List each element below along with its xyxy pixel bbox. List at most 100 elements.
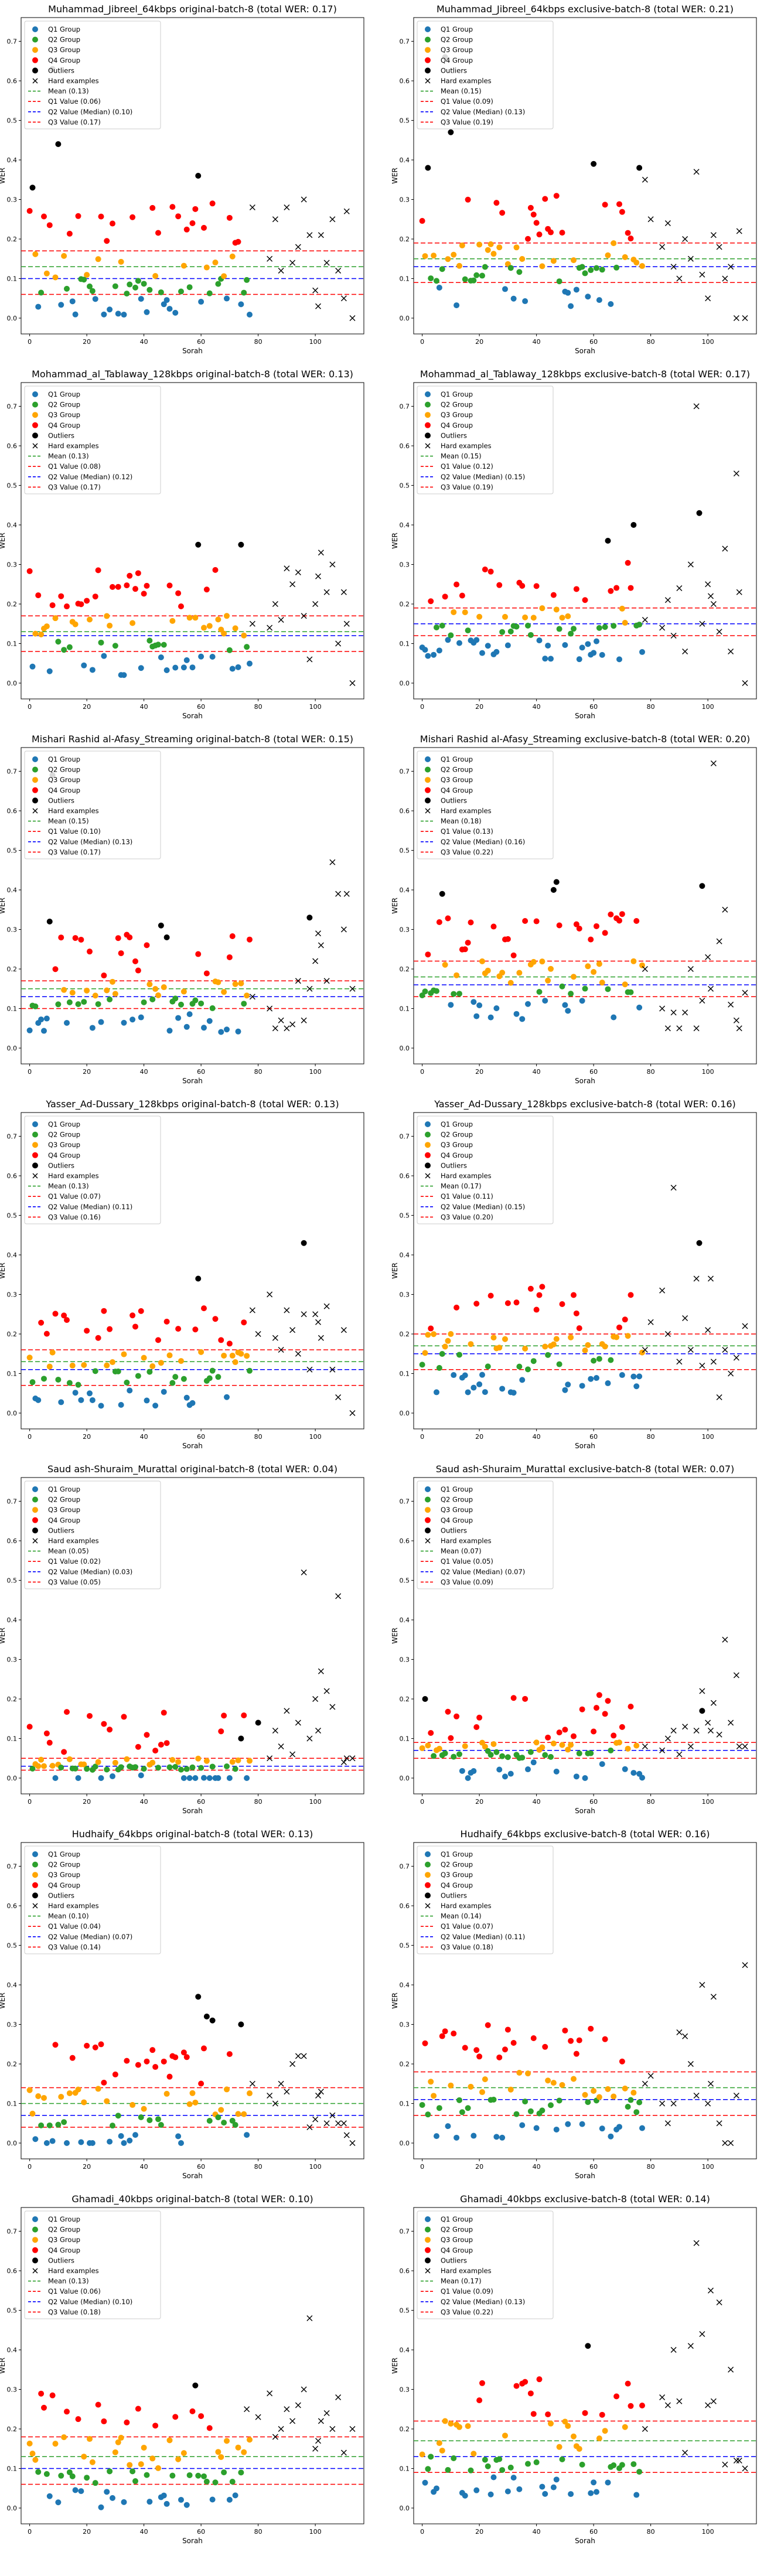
hard-example-point — [340, 1327, 347, 1333]
q2-point — [183, 1766, 190, 1772]
q2-point — [144, 2472, 150, 2478]
q2-point — [55, 2121, 62, 2128]
q4-point — [41, 2404, 47, 2411]
q1-point — [462, 1372, 468, 1379]
q2-point — [456, 1352, 462, 1358]
hard-example-stroke — [255, 2414, 261, 2420]
legend-outliers-marker — [425, 797, 431, 804]
chart-title: Yasser_Ad-Dussary_128kbps original-batch… — [45, 1098, 339, 1110]
q1-point — [496, 1766, 503, 1773]
legend-q4-label: Q4 Group — [441, 1516, 473, 1524]
q2-point — [221, 2120, 227, 2126]
q3-point — [516, 2070, 523, 2076]
y-axis-label: WER — [391, 1263, 399, 1279]
x-tick-label: 60 — [197, 703, 205, 711]
y-tick-label: 0.6 — [400, 77, 410, 85]
q3-point — [502, 2432, 508, 2439]
hard-example-stroke — [349, 315, 356, 321]
q2-point — [124, 1379, 130, 1386]
legend-q2-value-label: Q2 Value (Median) (0.03) — [48, 1568, 132, 1576]
legend-q1-marker — [32, 26, 38, 32]
y-tick-label: 0.0 — [7, 1410, 18, 1417]
x-tick-label: 0 — [420, 1068, 424, 1076]
q4-point — [568, 2038, 574, 2044]
x-tick-label: 60 — [589, 703, 598, 711]
hard-example-point — [664, 2120, 671, 2127]
q3-point — [425, 1742, 431, 1749]
legend-q4-marker — [32, 1152, 38, 1158]
q4-point — [226, 2051, 233, 2058]
q2-point — [203, 2478, 210, 2485]
q2-point — [456, 991, 462, 997]
hard-example-stroke — [340, 295, 347, 302]
outlier-point — [203, 2014, 210, 2019]
hard-example-point — [343, 2132, 350, 2138]
hard-example-stroke — [742, 990, 748, 996]
chart-title: Muhammad_Jibreel_64kbps original-batch-8… — [48, 4, 337, 15]
q4-point — [166, 2073, 173, 2080]
q3-point — [496, 1345, 503, 1351]
legend-q2-marker — [425, 1861, 431, 1868]
q3-point — [81, 1761, 87, 1768]
hard-example-stroke — [659, 1005, 666, 1012]
legend-q1-value-label: Q1 Value (0.07) — [441, 1922, 493, 1930]
chart-title: Saud ash-Shuraim_Murattal original-batch… — [47, 1463, 337, 1475]
x-axis-label: Sorah — [575, 2537, 595, 2545]
q2-point — [146, 637, 153, 644]
q4-point — [533, 918, 540, 924]
hard-example-point — [682, 1724, 688, 1730]
q3-point — [530, 615, 537, 621]
hard-example-stroke — [295, 1719, 301, 1726]
hard-example-stroke — [659, 1747, 666, 1753]
q2-point — [226, 647, 233, 653]
q4-point — [628, 1292, 634, 1298]
q4-point — [87, 1712, 93, 1719]
legend-outliers-label: Outliers — [441, 1161, 467, 1169]
x-tick-label: 80 — [647, 1798, 655, 1806]
legend-q4-marker — [32, 1517, 38, 1523]
q1-point — [69, 298, 76, 305]
q4-point — [545, 1734, 551, 1741]
hard-example-stroke — [728, 1719, 734, 1726]
q1-point — [175, 1015, 182, 1021]
q2-point — [548, 2102, 554, 2108]
q4-point — [616, 917, 622, 924]
legend-q1-label: Q1 Group — [48, 25, 80, 33]
q1-point — [622, 1766, 628, 1772]
hard-example-point — [249, 1307, 255, 1313]
y-tick-label: 0.7 — [400, 403, 410, 411]
hard-example-point — [272, 1728, 278, 1734]
hard-example-stroke — [318, 1668, 324, 1674]
q4-point — [110, 220, 115, 227]
legend-q4-marker — [32, 422, 38, 428]
q1-point — [510, 2475, 517, 2481]
hard-example-point — [708, 985, 714, 992]
hard-example-point — [335, 2394, 342, 2400]
q2-point — [55, 1001, 62, 1008]
legend-q3-value-label: Q3 Value (0.14) — [48, 1943, 101, 1951]
q1-point — [32, 2136, 39, 2142]
legend-q2-value-label: Q2 Value (Median) (0.07) — [48, 1933, 132, 1941]
hard-example-point — [284, 2089, 290, 2095]
q4-point — [144, 1732, 150, 1738]
hard-example-point — [301, 613, 307, 619]
y-tick-label: 0.0 — [7, 680, 18, 687]
legend-q3-value-label: Q3 Value (0.05) — [48, 1578, 101, 1586]
q3-point — [241, 2111, 247, 2117]
outlier-point — [195, 541, 202, 548]
hard-example-stroke — [742, 2465, 748, 2472]
q3-point — [149, 1759, 156, 1766]
q1-point — [52, 1775, 59, 1781]
q2-point — [55, 639, 62, 645]
hard-example-point — [699, 620, 705, 627]
hard-example-stroke — [289, 1327, 296, 1333]
q4-point — [576, 2037, 582, 2043]
legend-q2-value-label: Q2 Value (Median) (0.15) — [441, 1203, 525, 1211]
q4-point — [556, 922, 562, 929]
legend-q1-value-label: Q1 Value (0.06) — [48, 97, 101, 105]
hard-example-point — [705, 2402, 711, 2408]
q4-point — [556, 1729, 562, 1736]
hard-example-point — [340, 589, 347, 595]
q4-point — [436, 919, 442, 926]
hard-example-stroke — [343, 620, 350, 627]
